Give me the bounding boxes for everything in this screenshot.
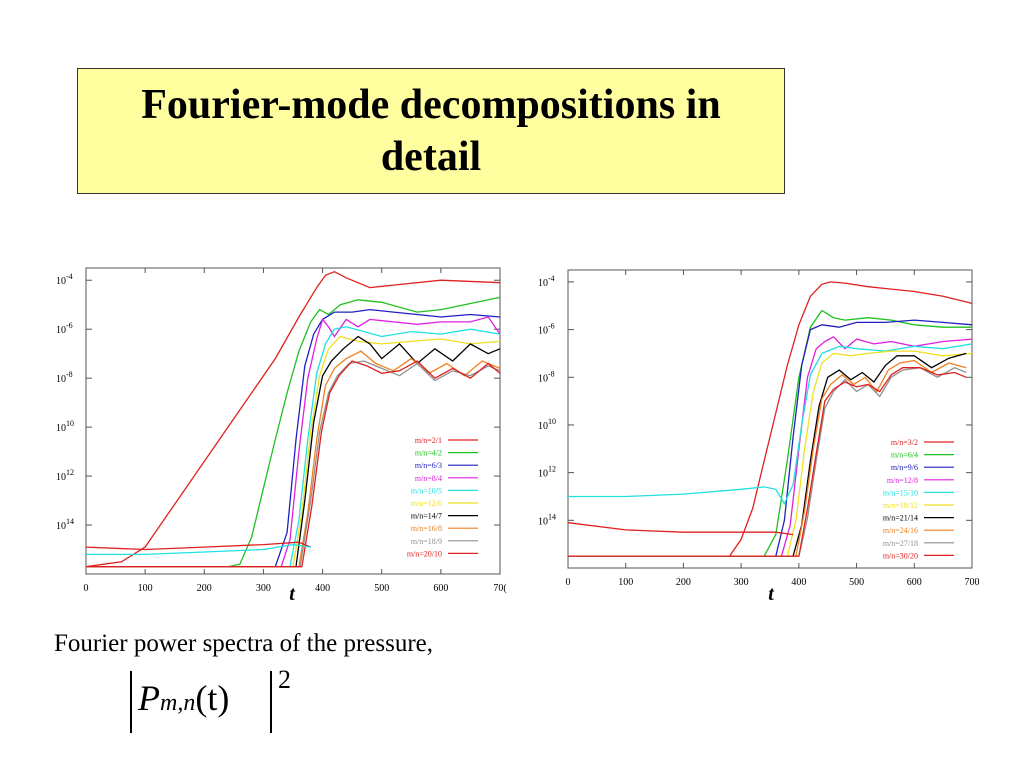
x-tick-label: 0: [84, 583, 89, 594]
x-tick-label: 200: [197, 583, 212, 594]
legend-label: m/n=9/6: [891, 463, 918, 472]
y-tick-label: 10-6: [56, 321, 73, 336]
x-tick-label: 500: [374, 583, 389, 594]
x-tick-label: 100: [618, 577, 633, 588]
series-line-m-n-6-4: [568, 309, 972, 557]
legend-label: m/n=14/7: [411, 512, 442, 521]
legend-label: m/n=12/6: [411, 499, 442, 508]
x-tick-label: 400: [791, 577, 806, 588]
legend-label: m/n=30/20: [883, 551, 918, 560]
formula-left-bar: [130, 671, 132, 733]
y-tick-label: 1014: [56, 517, 74, 532]
legend-label: m/n=18/12: [883, 501, 918, 510]
series-line-extra-10: [85, 541, 311, 551]
y-tick-label: 1012: [538, 465, 556, 480]
legend-label: m/n=18/9: [411, 537, 442, 546]
x-tick-label: 70(: [493, 583, 507, 594]
formula-subscript: m,n: [160, 690, 196, 716]
series-line-m-n-27-18: [568, 366, 967, 557]
x-axis-label: t: [289, 583, 296, 605]
y-tick-label: 1014: [538, 512, 556, 527]
y-tick-label: 10-8: [56, 370, 73, 385]
legend-label: m/n=4/2: [415, 449, 442, 458]
formula-exponent: 2: [278, 665, 291, 694]
x-tick-label: 0: [566, 577, 571, 588]
legend-label: m/n=16/8: [411, 524, 442, 533]
series-line-m-n-30-20: [568, 367, 967, 557]
legend-label: m/n=21/14: [883, 514, 918, 523]
y-tick-label: 10-4: [538, 274, 555, 289]
legend-label: m/n=12/8: [887, 476, 918, 485]
legend-label: m/n=27/18: [883, 539, 918, 548]
left-chart: 0 100 200 300 400 500 600 70( 10-4 10-6 10-8 1010 10…: [56, 267, 507, 605]
series-line-m-n-15-10: [568, 343, 973, 505]
formula-expression: Pm,n(t): [138, 677, 229, 719]
series-line-m-n-2-1: [85, 270, 501, 568]
series-line-m-n-21-14: [568, 352, 967, 557]
plot-frame: [567, 269, 973, 569]
slide-title: Fourier-mode decompositions in detail: [141, 82, 721, 180]
x-tick-label: 700: [965, 577, 980, 588]
series-line-m-n-14-7: [86, 335, 501, 568]
y-tick-label: 1012: [56, 468, 74, 483]
title-box: Fourier-mode decompositions in detail: [77, 68, 785, 194]
legend-label: m/n=3/2: [891, 438, 918, 447]
series-line-m-n-20-10: [86, 360, 501, 568]
x-axis-label: t: [768, 583, 775, 605]
formula-symbol: P: [138, 678, 160, 718]
x-tick-label: 400: [315, 583, 330, 594]
x-tick-label: 500: [849, 577, 864, 588]
legend-label: m/n=8/4: [415, 474, 442, 483]
legend-label: m/n=10/5: [411, 486, 442, 495]
series-line-m-n-6-3: [86, 308, 501, 568]
series-line-m-n-3-2: [568, 281, 973, 557]
caption: Fourier power spectra of the pressure,: [54, 630, 434, 657]
y-tick-label: 10-6: [538, 322, 555, 337]
series-line-m-n-18-12: [568, 350, 973, 557]
plot-frame: [85, 267, 501, 575]
x-tick-label: 600: [907, 577, 922, 588]
x-tick-label: 100: [138, 583, 153, 594]
y-tick-label: 1010: [538, 417, 556, 432]
legend-label: m/n=6/4: [891, 451, 918, 460]
legend-label: m/n=2/1: [415, 436, 442, 445]
formula-argument: (t): [195, 678, 230, 718]
series-line-m-n-10-5: [86, 326, 501, 568]
x-tick-label: 600: [433, 583, 448, 594]
legend-label: m/n=6/3: [415, 461, 442, 470]
series-line-m-n-12-6: [86, 335, 501, 568]
legend-label: m/n=15/10: [883, 488, 918, 497]
x-tick-label: 300: [256, 583, 271, 594]
series-line-extra-11: [86, 543, 311, 556]
x-tick-label: 300: [734, 577, 749, 588]
series-line-m-n-24-16: [568, 359, 967, 557]
series-line-m-n-12-8: [568, 335, 973, 557]
legend-label: m/n=24/16: [883, 526, 918, 535]
x-tick-label: 200: [676, 577, 691, 588]
formula: Pm,n(t) 2: [128, 665, 328, 735]
series-line-m-n-4-2: [86, 296, 501, 568]
formula-right-bar: [270, 671, 272, 733]
y-tick-label: 1010: [56, 419, 74, 434]
series-line-m-n-9-6: [568, 319, 973, 557]
y-tick-label: 10-4: [56, 272, 73, 287]
legend-label: m/n=20/10: [407, 549, 442, 558]
y-tick-label: 10-8: [538, 369, 555, 384]
right-chart: 0 100 200 300 400 500 600 700 10-4 10-6 10-8 1010 10…: [538, 269, 980, 605]
series-line-extra-10: [567, 522, 794, 536]
